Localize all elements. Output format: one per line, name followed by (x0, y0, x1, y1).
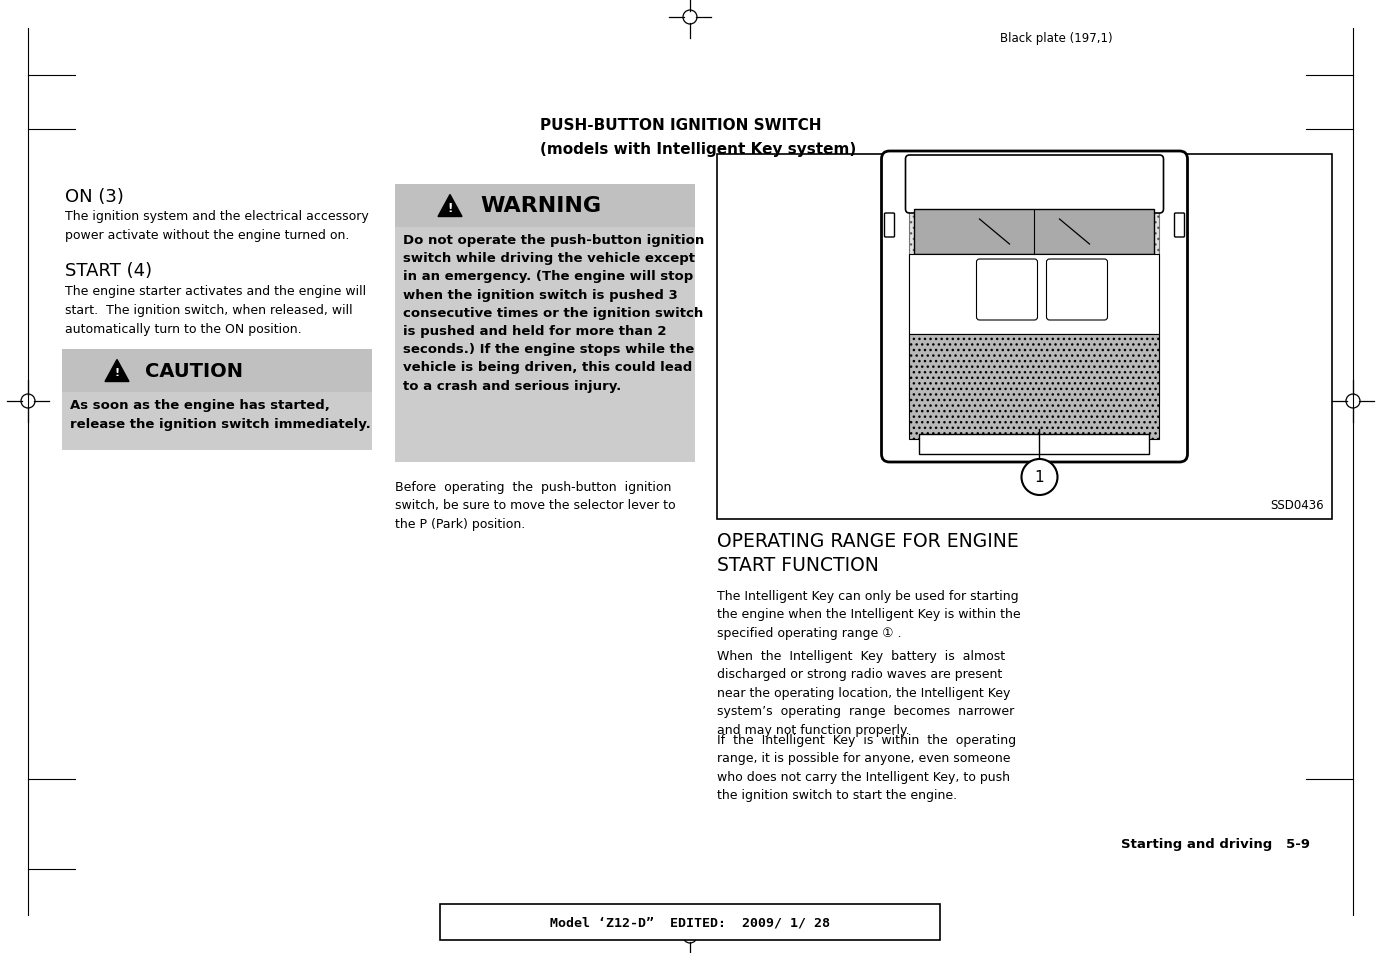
Bar (910, 210, 1160, 402)
Text: PUSH-BUTTON IGNITION SWITCH: PUSH-BUTTON IGNITION SWITCH (540, 118, 822, 132)
Bar (920, 435, 1149, 455)
Text: (models with Intelligent Key system): (models with Intelligent Key system) (540, 142, 856, 157)
FancyBboxPatch shape (881, 152, 1188, 462)
Bar (62, 350, 371, 393)
Bar (395, 185, 695, 228)
Bar (62, 393, 371, 451)
FancyBboxPatch shape (1047, 260, 1108, 320)
Polygon shape (438, 195, 463, 217)
Text: CAUTION: CAUTION (145, 361, 243, 380)
Text: When  the  Intelligent  Key  battery  is  almost
discharged or strong radio wave: When the Intelligent Key battery is almo… (717, 649, 1014, 737)
Bar (395, 228, 695, 462)
Text: ON (3): ON (3) (65, 188, 124, 206)
Text: !: ! (447, 202, 453, 214)
Text: The Intelligent Key can only be used for starting
the engine when the Intelligen: The Intelligent Key can only be used for… (717, 589, 1021, 639)
Text: As soon as the engine has started,
release the ignition switch immediately.: As soon as the engine has started, relea… (70, 398, 370, 431)
Text: START (4): START (4) (65, 262, 152, 280)
FancyBboxPatch shape (906, 156, 1164, 213)
Text: Model ‘Z12-D”  EDITED:  2009/ 1/ 28: Model ‘Z12-D” EDITED: 2009/ 1/ 28 (550, 916, 830, 928)
Text: The ignition system and the electrical accessory
power activate without the engi: The ignition system and the electrical a… (65, 210, 369, 242)
Text: Before  operating  the  push-button  ignition
switch, be sure to move the select: Before operating the push-button ignitio… (395, 480, 675, 531)
Circle shape (1022, 459, 1058, 496)
Text: OPERATING RANGE FOR ENGINE: OPERATING RANGE FOR ENGINE (717, 532, 1019, 551)
Bar (441, 904, 940, 940)
Bar (910, 254, 1160, 335)
Bar (914, 210, 1155, 254)
Text: Do not operate the push-button ignition
switch while driving the vehicle except
: Do not operate the push-button ignition … (403, 233, 704, 393)
Text: If  the  Intelligent  Key  is  within  the  operating
range, it is possible for : If the Intelligent Key is within the ope… (717, 733, 1016, 801)
FancyBboxPatch shape (976, 260, 1037, 320)
Text: The engine starter activates and the engine will
start.  The ignition switch, wh: The engine starter activates and the eng… (65, 285, 366, 335)
Text: Black plate (197,1): Black plate (197,1) (1000, 32, 1113, 45)
Text: Starting and driving   5-9: Starting and driving 5-9 (1121, 837, 1311, 850)
Text: !: ! (115, 368, 120, 378)
Text: WARNING: WARNING (481, 196, 601, 216)
Bar (910, 335, 1160, 439)
Text: START FUNCTION: START FUNCTION (717, 556, 878, 575)
Polygon shape (105, 360, 128, 382)
Bar (717, 154, 1333, 519)
Text: 1: 1 (1034, 470, 1044, 485)
FancyBboxPatch shape (1174, 213, 1185, 237)
FancyBboxPatch shape (884, 213, 895, 237)
Text: SSD0436: SSD0436 (1271, 498, 1324, 512)
